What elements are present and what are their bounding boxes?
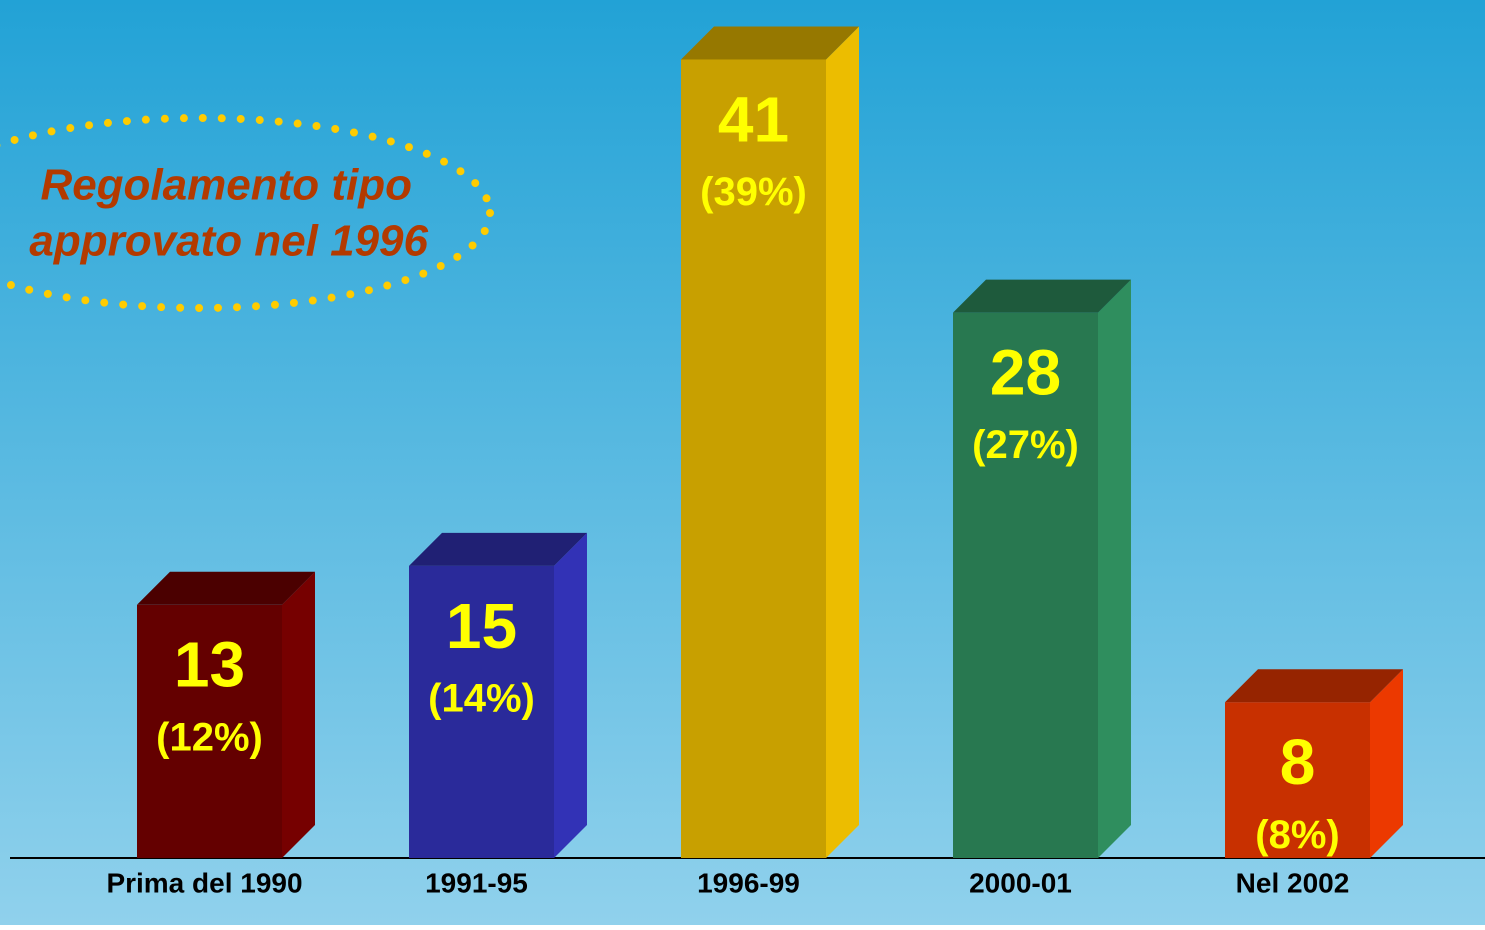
x-tick-label: Prima del 1990	[106, 867, 302, 898]
x-tick-label: 1991-95	[425, 867, 528, 898]
x-tick-label: Nel 2002	[1236, 867, 1350, 898]
annotation-ellipse	[0, 114, 494, 312]
bar-top	[953, 279, 1131, 313]
share-label: (27%)	[972, 423, 1079, 467]
x-tick-label: 2000-01	[969, 867, 1072, 898]
bar	[681, 59, 826, 858]
bar	[137, 604, 282, 858]
value-label: 41	[718, 83, 789, 155]
bar	[1225, 702, 1370, 858]
bar-top	[681, 26, 859, 60]
bar	[409, 565, 554, 858]
share-label: (12%)	[156, 715, 263, 759]
annotation-text: approvato nel 1996	[29, 217, 428, 266]
value-label: 13	[174, 629, 245, 701]
annotation-text: Regolamento tipo	[40, 161, 412, 210]
bar-side	[1370, 669, 1403, 858]
x-tick-label: 1996-99	[697, 867, 800, 898]
share-label: (8%)	[1255, 813, 1339, 857]
bar-top	[409, 532, 587, 566]
share-label: (39%)	[700, 170, 807, 214]
bar-top	[1225, 669, 1403, 703]
bar	[953, 312, 1098, 859]
value-label: 8	[1280, 726, 1316, 798]
bar-top	[137, 571, 315, 605]
bar-side	[1098, 279, 1131, 859]
share-label: (14%)	[428, 676, 535, 720]
bar-side	[554, 532, 587, 858]
value-label: 28	[990, 337, 1061, 409]
bar-side	[826, 26, 859, 858]
value-label: 15	[446, 590, 517, 662]
bar-side	[282, 571, 315, 858]
